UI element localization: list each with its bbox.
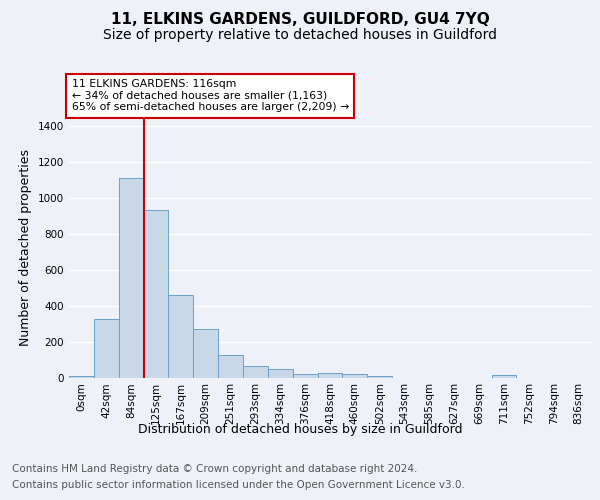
Bar bbox=[268, 370, 293, 378]
Bar bbox=[193, 329, 218, 378]
Bar bbox=[367, 376, 392, 378]
Text: Size of property relative to detached houses in Guildford: Size of property relative to detached ho… bbox=[103, 28, 497, 42]
Bar bbox=[293, 374, 317, 378]
Bar bbox=[343, 374, 367, 378]
Y-axis label: Number of detached properties: Number of detached properties bbox=[19, 149, 32, 346]
Text: Distribution of detached houses by size in Guildford: Distribution of detached houses by size … bbox=[138, 422, 462, 436]
Bar bbox=[317, 373, 343, 378]
Text: 11 ELKINS GARDENS: 116sqm
← 34% of detached houses are smaller (1,163)
65% of se: 11 ELKINS GARDENS: 116sqm ← 34% of detac… bbox=[71, 79, 349, 112]
Bar bbox=[94, 319, 119, 378]
Bar bbox=[243, 366, 268, 378]
Bar bbox=[218, 355, 243, 378]
Bar bbox=[69, 376, 94, 378]
Bar bbox=[143, 210, 169, 378]
Bar bbox=[491, 375, 517, 378]
Bar bbox=[119, 178, 143, 378]
Text: 11, ELKINS GARDENS, GUILDFORD, GU4 7YQ: 11, ELKINS GARDENS, GUILDFORD, GU4 7YQ bbox=[110, 12, 490, 28]
Text: Contains public sector information licensed under the Open Government Licence v3: Contains public sector information licen… bbox=[12, 480, 465, 490]
Bar bbox=[169, 295, 193, 378]
Text: Contains HM Land Registry data © Crown copyright and database right 2024.: Contains HM Land Registry data © Crown c… bbox=[12, 464, 418, 474]
